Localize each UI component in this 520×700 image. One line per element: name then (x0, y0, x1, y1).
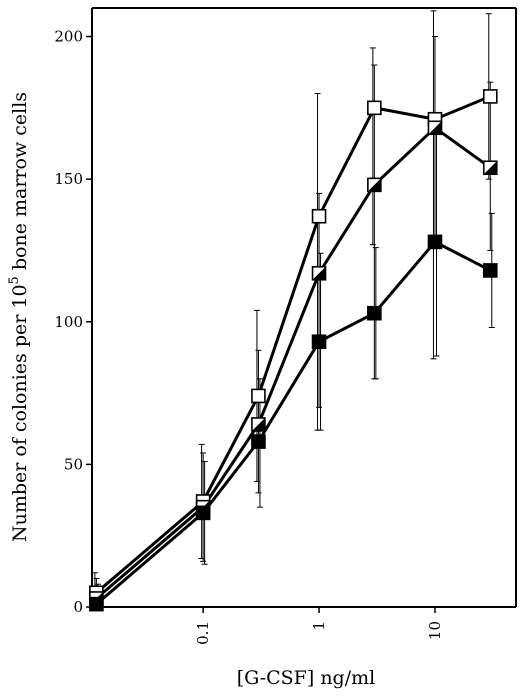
half-filled-square-marker (427, 120, 443, 136)
filled-square-marker (367, 305, 382, 321)
x-tick-label: 10 (426, 621, 444, 640)
filled-square-marker (89, 596, 104, 612)
filled-square-marker (427, 234, 443, 250)
chart-axes (91, 7, 517, 608)
filled-square-marker (311, 334, 327, 350)
open-square-marker (251, 388, 266, 404)
open-square-marker (367, 100, 382, 116)
series-line-group (95, 95, 492, 606)
half-filled-square-marker (251, 417, 266, 432)
half-filled-square-marker (482, 160, 498, 176)
tick-group: 0 50 100 150 200 0.1 1 10 (54, 28, 444, 645)
y-axis-title: Number of colonies per 105 bone marrow c… (7, 92, 31, 542)
y-tick-label: 50 (64, 455, 83, 473)
series-line (95, 125, 492, 600)
marker-group (89, 89, 498, 612)
open-square-marker (482, 89, 498, 104)
half-filled-square-marker (311, 265, 327, 281)
half-square-fill (367, 178, 381, 192)
half-square-fill (428, 121, 442, 135)
y-tick-label: 150 (54, 170, 83, 188)
x-tick-label: 0.1 (194, 621, 212, 645)
half-filled-square-marker (367, 177, 382, 193)
y-tick-label: 200 (54, 28, 83, 46)
x-axis-title: [G-CSF] ng/ml (237, 667, 375, 689)
series-line (95, 95, 491, 594)
open-square-marker (311, 208, 327, 224)
half-square-fill (312, 266, 326, 280)
y-tick-label: 0 (73, 598, 83, 616)
error-bar-group (91, 10, 495, 608)
x-tick-label: 1 (310, 621, 328, 631)
half-square-fill (251, 417, 265, 431)
filled-square-marker (482, 263, 498, 278)
filled-square-marker (195, 505, 211, 521)
y-axis-title-superscript: 5 (7, 276, 22, 284)
filled-square-marker (251, 434, 266, 449)
y-tick-label: 100 (54, 313, 83, 331)
y-axis-title-tail: bone marrow cells (9, 92, 31, 276)
y-axis-title-main: Number of colonies per 10 (9, 284, 31, 542)
half-square-fill (483, 161, 497, 175)
